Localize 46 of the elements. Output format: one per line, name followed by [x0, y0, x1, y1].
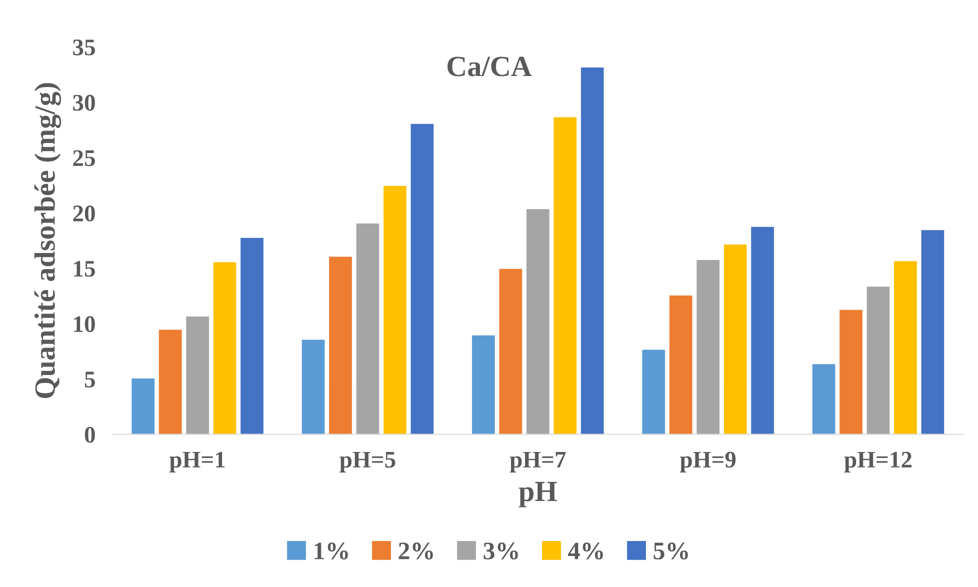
bar — [212, 261, 238, 434]
bar — [382, 184, 408, 434]
bar — [552, 116, 578, 434]
bar — [920, 229, 946, 434]
y-tick-label: 10 — [74, 316, 95, 332]
bar — [355, 222, 380, 434]
bar — [470, 334, 496, 434]
x-tick-label: pH=1 — [169, 452, 225, 472]
bar — [811, 362, 836, 434]
y-tick-label: 15 — [74, 260, 95, 277]
y-tick-label: 5 — [84, 372, 95, 388]
x-tick-label: pH=7 — [510, 452, 566, 472]
bar — [525, 208, 550, 434]
bar — [410, 122, 435, 434]
bar — [892, 260, 918, 434]
bar — [580, 66, 605, 434]
y-tick-label: 35 — [73, 40, 95, 56]
bar — [239, 236, 265, 434]
legend-label: 1% — [314, 542, 348, 560]
legend-label: 3% — [484, 542, 518, 560]
x-tick-label: pH=9 — [680, 452, 736, 472]
x-tick-label: pH=12 — [844, 452, 912, 472]
y-tick-label: 25 — [73, 150, 95, 166]
y-tick-label: 0 — [84, 426, 95, 443]
bar — [158, 328, 183, 434]
bar — [328, 256, 354, 434]
bar — [696, 258, 721, 434]
bar — [300, 338, 326, 434]
bar — [838, 308, 864, 434]
x-axis-title: pH — [518, 482, 557, 508]
bar — [498, 268, 524, 434]
x-tick-label: pH=5 — [340, 452, 396, 472]
bar — [722, 243, 748, 434]
bar — [668, 294, 694, 434]
legend-label: 2% — [398, 542, 433, 560]
bar — [130, 377, 156, 434]
y-axis-title: Quantité adsorbée (mg/g) — [34, 83, 62, 398]
bar — [866, 286, 891, 434]
bar — [185, 315, 210, 434]
chart-title: Ca/CA — [447, 56, 532, 76]
y-tick-label: 20 — [73, 205, 95, 222]
legend-label: 4% — [568, 542, 603, 560]
legend-label: 5% — [654, 542, 688, 560]
y-tick-label: 30 — [73, 94, 95, 111]
bar — [750, 226, 776, 434]
bar — [641, 348, 666, 434]
